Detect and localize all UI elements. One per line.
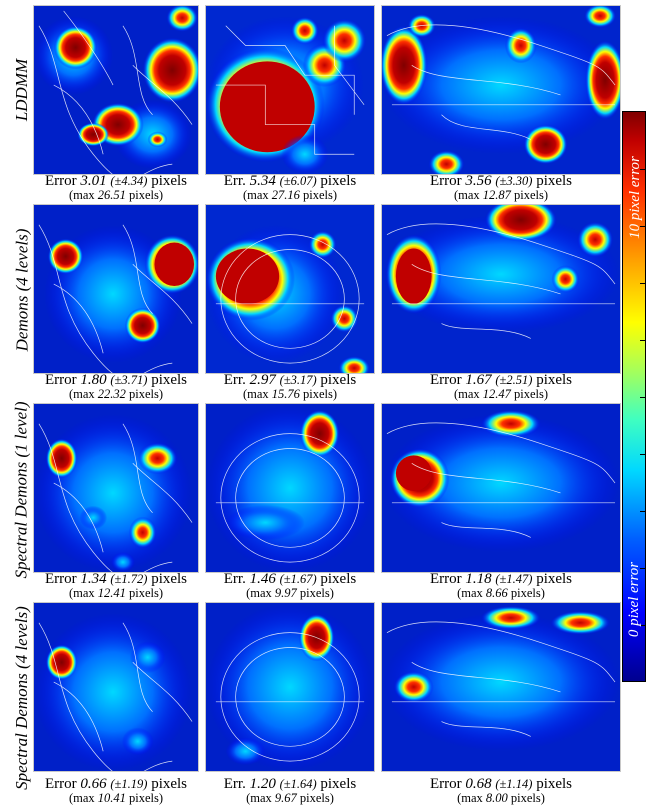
error-map-panel (381, 5, 621, 175)
error-map-panel (205, 602, 375, 772)
error-mean: Error 1.34 (±1.72) pixels (44, 571, 188, 587)
error-map-panel (205, 5, 375, 175)
error-colorbar: 10 pixel error 0 pixel error (622, 111, 646, 682)
row-label-text: LDDMM (12, 58, 31, 122)
error-mean: Error 1.80 (±3.71) pixels (44, 372, 188, 388)
error-map-panel (381, 204, 621, 374)
error-max: (max 12.47 pixels) (453, 387, 549, 401)
error-map-panel (33, 5, 199, 175)
error-max: (max 9.67 pixels) (246, 791, 334, 805)
error-max: (max 9.97 pixels) (246, 586, 334, 600)
row-label-lddmm: LDDMM (10, 5, 34, 175)
error-caption: Error 3.01 (±4.34) pixels (max 26.51 pix… (33, 173, 199, 203)
error-max: (max 15.76 pixels) (242, 387, 338, 401)
error-caption: Error 0.66 (±1.19) pixels (max 10.41 pix… (33, 776, 199, 806)
error-max: (max 26.51 pixels) (68, 188, 164, 202)
error-map-panel (381, 403, 621, 573)
colorbar-max-label: 10 pixel error (625, 122, 645, 272)
error-caption: Err. 2.97 (±3.17) pixels (max 15.76 pixe… (205, 372, 375, 402)
error-caption: Err. 1.46 (±1.67) pixels (max 9.97 pixel… (205, 571, 375, 601)
error-mean: Err. 2.97 (±3.17) pixels (223, 372, 357, 388)
error-caption: Error 3.56 (±3.30) pixels (max 12.87 pix… (381, 173, 621, 203)
error-max: (max 22.32 pixels) (68, 387, 164, 401)
error-caption: Err. 5.34 (±6.07) pixels (max 27.16 pixe… (205, 173, 375, 203)
error-mean: Error 3.01 (±4.34) pixels (44, 173, 188, 189)
colorbar-min-text: 0 pixel error (626, 561, 643, 637)
error-max: (max 12.41 pixels) (68, 586, 164, 600)
error-max: (max 27.16 pixels) (242, 188, 338, 202)
colorbar-tick (640, 283, 645, 284)
colorbar-tick (640, 169, 645, 170)
error-max: (max 8.00 pixels) (457, 791, 545, 805)
error-caption: Err. 1.20 (±1.64) pixels (max 9.67 pixel… (205, 776, 375, 806)
error-caption: Error 1.18 (±1.47) pixels (max 8.66 pixe… (381, 571, 621, 601)
error-max: (max 8.66 pixels) (457, 586, 545, 600)
colorbar-tick (640, 568, 645, 569)
error-mean: Err. 1.46 (±1.67) pixels (223, 571, 357, 587)
error-max: (max 10.41 pixels) (68, 791, 164, 805)
row-label-text: Demons (4 levels) (12, 228, 31, 352)
error-map-panel (33, 204, 199, 374)
error-map-panel (205, 204, 375, 374)
colorbar-tick (640, 226, 645, 227)
error-map-panel (33, 602, 199, 772)
error-mean: Err. 5.34 (±6.07) pixels (223, 173, 357, 189)
error-map-panel (205, 403, 375, 573)
error-mean: Error 3.56 (±3.30) pixels (429, 173, 573, 189)
colorbar-min-label: 0 pixel error (625, 524, 645, 674)
colorbar-tick (640, 397, 645, 398)
error-map-panel (381, 602, 621, 772)
error-caption: Error 1.80 (±3.71) pixels (max 22.32 pix… (33, 372, 199, 402)
error-max: (max 12.87 pixels) (453, 188, 549, 202)
error-mean: Error 0.66 (±1.19) pixels (44, 776, 188, 792)
error-mean: Error 1.18 (±1.47) pixels (429, 571, 573, 587)
colorbar-tick (640, 454, 645, 455)
colorbar-tick (640, 511, 645, 512)
row-label-text: Spectral Demons (4 levels) (12, 605, 32, 790)
row-label-spectral-4: Spectral Demons (4 levels) (10, 600, 34, 795)
error-caption: Error 1.34 (±1.72) pixels (max 12.41 pix… (33, 571, 199, 601)
colorbar-max-text: 10 pixel error (626, 155, 643, 239)
error-mean: Error 1.67 (±2.51) pixels (429, 372, 573, 388)
colorbar-tick (640, 340, 645, 341)
error-caption: Error 1.67 (±2.51) pixels (max 12.47 pix… (381, 372, 621, 402)
row-label-spectral-1: Spectral Demons (1 level) (10, 401, 34, 578)
error-mean: Err. 1.20 (±1.64) pixels (223, 776, 357, 792)
error-map-panel (33, 403, 199, 573)
row-label-text: Spectral Demons (1 level) (12, 401, 31, 579)
error-caption: Error 0.68 (±1.14) pixels (max 8.00 pixe… (381, 776, 621, 806)
error-mean: Error 0.68 (±1.14) pixels (429, 776, 573, 792)
row-label-demons: Demons (4 levels) (10, 205, 34, 375)
colorbar-tick (640, 625, 645, 626)
